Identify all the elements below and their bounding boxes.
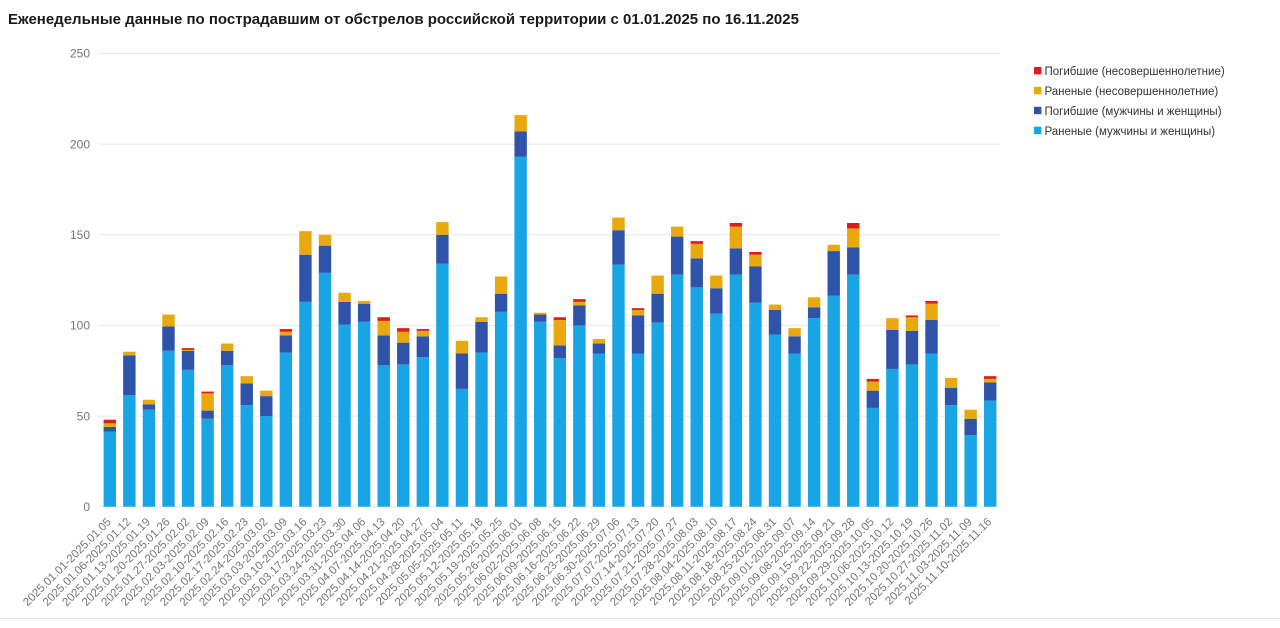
svg-text:Погибшие (несовершеннолетние): Погибшие (несовершеннолетние)	[1045, 66, 1225, 78]
svg-text:Погибшие (мужчины и женщины): Погибшие (мужчины и женщины)	[1045, 106, 1222, 118]
svg-text:Раненые (мужчины и женщины): Раненые (мужчины и женщины)	[1045, 126, 1216, 138]
svg-text:150: 150	[70, 228, 90, 242]
svg-text:Раненые (несовершеннолетние): Раненые (несовершеннолетние)	[1045, 86, 1219, 98]
svg-text:200: 200	[70, 137, 90, 151]
svg-text:Еженедельные данные по пострад: Еженедельные данные по пострадавшим от о…	[8, 11, 799, 28]
svg-text:50: 50	[77, 409, 91, 423]
svg-text:0: 0	[83, 500, 90, 514]
svg-text:100: 100	[70, 319, 90, 333]
svg-text:250: 250	[70, 47, 90, 61]
